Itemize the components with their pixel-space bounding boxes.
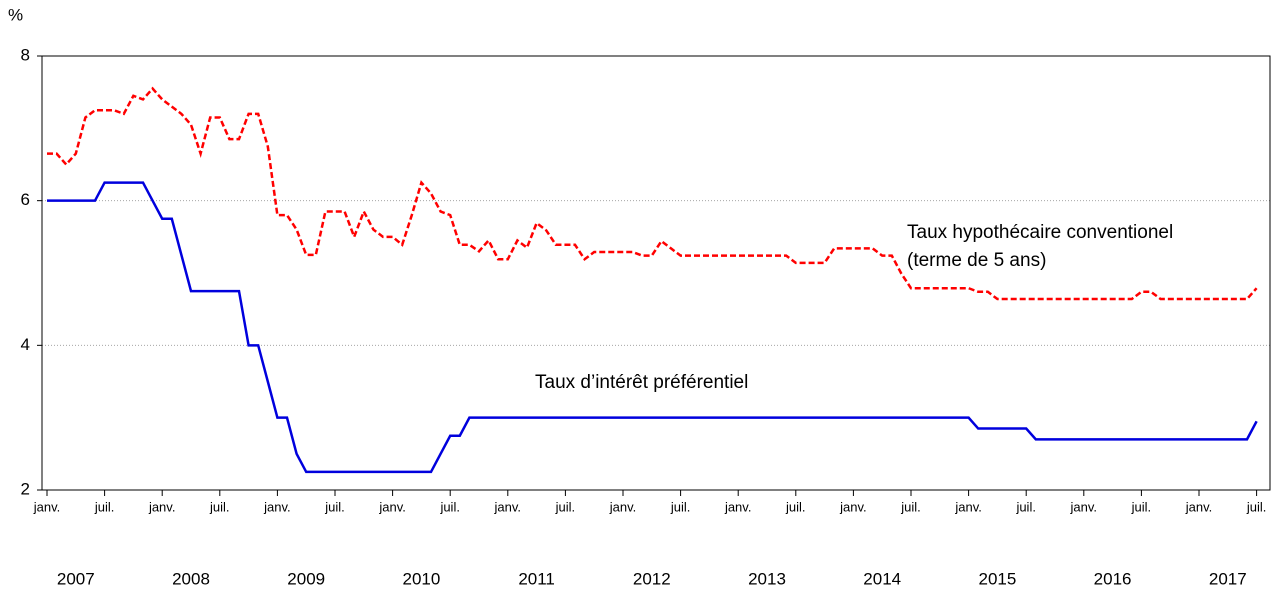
series-line bbox=[47, 86, 1258, 301]
year-label: 2013 bbox=[748, 569, 786, 588]
series-label: Taux hypothécaire conventionel bbox=[907, 222, 1173, 243]
x-tick-label: juil. bbox=[94, 499, 115, 514]
y-tick-label: 8 bbox=[21, 45, 30, 64]
series-label-detail: (terme de 5 ans) bbox=[907, 250, 1046, 271]
x-tick-label: janv. bbox=[148, 499, 176, 514]
x-tick-label: juil. bbox=[1015, 499, 1036, 514]
x-tick-label: juil. bbox=[1246, 499, 1267, 514]
year-label: 2015 bbox=[978, 569, 1016, 588]
y-tick-label: 6 bbox=[21, 190, 30, 209]
y-tick-label: 4 bbox=[21, 335, 30, 354]
x-tick-label: juil. bbox=[209, 499, 230, 514]
series-line bbox=[47, 181, 1258, 474]
x-tick-label: juil. bbox=[785, 499, 806, 514]
year-label: 2010 bbox=[402, 569, 440, 588]
x-tick-label: janv. bbox=[1185, 499, 1213, 514]
y-unit: % bbox=[8, 5, 23, 24]
year-label: 2012 bbox=[633, 569, 671, 588]
x-tick-label: janv. bbox=[33, 499, 61, 514]
x-tick-label: janv. bbox=[724, 499, 752, 514]
x-tick-label: juil. bbox=[900, 499, 921, 514]
year-label: 2008 bbox=[172, 569, 210, 588]
year-label: 2016 bbox=[1094, 569, 1132, 588]
x-tick-label: janv. bbox=[1070, 499, 1098, 514]
x-tick-label: janv. bbox=[839, 499, 867, 514]
x-tick-label: janv. bbox=[609, 499, 637, 514]
x-tick-label: janv. bbox=[954, 499, 982, 514]
plot-frame bbox=[41, 55, 1271, 491]
series-label: Taux d’intérêt préférentiel bbox=[535, 372, 748, 393]
x-tick-label: juil. bbox=[1131, 499, 1152, 514]
year-label: 2017 bbox=[1209, 569, 1247, 588]
year-label: 2009 bbox=[287, 569, 325, 588]
x-tick-label: juil. bbox=[324, 499, 345, 514]
x-tick-label: janv. bbox=[494, 499, 522, 514]
x-tick-label: juil. bbox=[439, 499, 460, 514]
x-tick-label: juil. bbox=[670, 499, 691, 514]
x-tick-label: janv. bbox=[263, 499, 291, 514]
year-label: 2007 bbox=[57, 569, 95, 588]
x-tick-label: juil. bbox=[555, 499, 576, 514]
year-label: 2011 bbox=[518, 569, 555, 588]
year-label: 2014 bbox=[863, 569, 901, 588]
y-tick-label: 2 bbox=[21, 479, 30, 498]
x-tick-label: janv. bbox=[378, 499, 406, 514]
